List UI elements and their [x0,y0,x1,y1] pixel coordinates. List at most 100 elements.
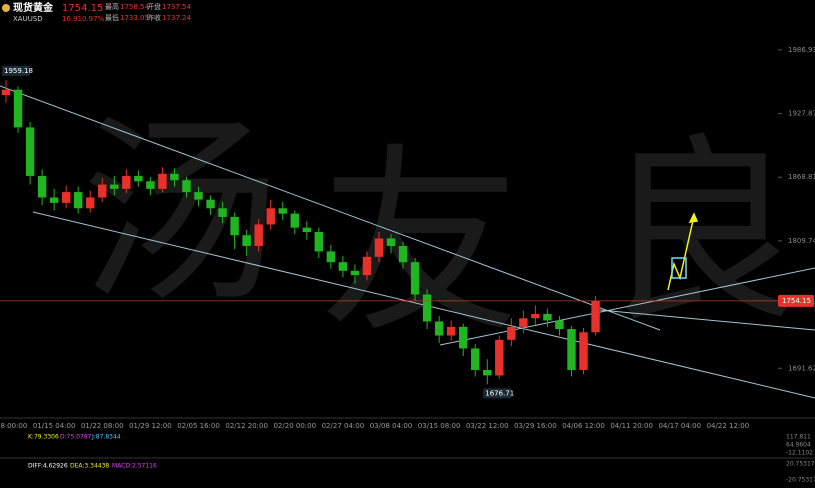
candle-body [98,184,107,198]
candle-body [386,238,396,247]
candle-body [495,339,504,376]
plot: 1986.931927.871868.811809.741750.681691.… [0,46,815,430]
indicators: K:79.3306 D:75.0787 J:87.8344 117.81164.960… [0,434,815,484]
kdj-text: J:87.8344 [91,434,121,441]
candle-body [362,256,372,276]
candle-body [519,318,528,327]
candle-body [555,320,564,330]
candle-body [230,216,239,236]
macd-text: MACD:2.57116 [112,463,157,470]
watermark-char: 汤 [80,97,280,330]
candle-body [446,326,456,336]
high-label-bg [2,65,31,76]
candle-body [290,213,299,228]
candle-body [326,251,336,263]
candle-body [206,199,215,209]
stat-value: 1737.54 [162,3,191,11]
candle-body [567,329,576,371]
forecast-arrow [667,215,695,291]
forecast-box [671,257,687,279]
x-tick-label: 02/05 16:00 [177,422,220,430]
candle-body [146,181,155,189]
candle-body [182,180,191,193]
candle-body [543,313,552,321]
x-tick-label: 04/22 12:00 [707,422,750,430]
low-label-bg [483,388,512,399]
x-tick-label: 04/11 20:00 [610,422,653,430]
x-tick-label: 04/17 04:00 [658,422,701,430]
candle-body [122,175,131,189]
x-tick-label: 02/12 20:00 [225,422,268,430]
candle-body [434,321,444,336]
kdj-tick-label: -12.1102 [786,450,813,457]
stat-value: 1758.54 [120,3,149,11]
x-tick-label: 01/29 12:00 [129,422,172,430]
stat-value: 1733.05 [120,14,149,22]
candle-body [134,175,143,182]
stat-value: 1737.24 [162,14,191,22]
candle-body [422,294,432,322]
symbol-name[interactable]: 现货黄金 [13,1,54,14]
last-price-label: 1754.15 [782,297,811,305]
candle-body [338,262,348,271]
price: 1754.15 [62,3,103,14]
y-tick-label: 1868.81 [788,173,815,181]
x-tick-label: 03/08 04:00 [370,422,413,430]
watermark-char: 友 [320,127,520,360]
stat-label: 开盘 [147,2,161,11]
low-label: 1676.71 [485,389,514,397]
last-price-bg [778,294,814,307]
macd-tick-label: 20.75317 [786,461,815,468]
x-tick-label: 03/15 08:00 [418,422,461,430]
candle-body [266,208,275,225]
candle-body [458,326,468,349]
candle-body [25,127,35,176]
y-tick-label: 1691.62 [788,364,815,372]
change-pct: 0.97% [82,15,105,23]
candle-body [410,262,420,295]
x-tick-label: 03/22 12:00 [466,422,509,430]
x-tick-label: 02/27 04:00 [322,422,365,430]
stat-label: 最高 [105,2,119,11]
candle-body [254,224,263,247]
candle-body [13,89,23,128]
watermark: 汤 友 良 [80,97,800,360]
candle-body [398,246,408,263]
stat-label: 昨收 [147,13,161,22]
change: 16.91 [62,15,82,23]
candle-body [302,227,312,232]
x-tick-label: 02/20 00:00 [273,422,316,430]
candle-body [278,208,287,214]
x-tick-label: 04/06 12:00 [562,422,605,430]
candle-body [350,270,360,276]
y-tick-label: 1986.93 [788,46,815,54]
kdj-text: D:75.0787 [60,434,92,441]
trend-line [599,309,815,331]
candle-body [531,313,540,319]
candle-body [110,184,119,189]
high-label: 1959.18 [4,67,33,75]
candle-body [61,192,71,203]
kdj-text: K:79.3306 [28,434,59,441]
x-tick-label: 01/15 04:00 [33,422,76,430]
candle-body [86,197,95,209]
candle-body [591,300,600,333]
y-tick-label: 1927.87 [788,110,815,118]
kdj-tick-label: 117.811 [786,434,811,441]
candle-body [314,231,324,252]
symbol-code: XAUUSD [13,15,43,23]
candle-body [242,235,251,247]
candle-body [1,89,11,96]
forecast-arrows [667,212,699,291]
gold-icon [2,4,10,12]
candle-body [170,173,179,181]
stat-label: 最低 [105,13,119,22]
x-tick-label: 03/29 16:00 [514,422,557,430]
x-tick-label: 01/22 08:00 [81,422,124,430]
arrow-head [688,212,699,223]
watermark-char: 良 [600,117,800,350]
macd-text: DIFF:4.62926 [28,463,68,470]
candle-body [483,370,492,376]
